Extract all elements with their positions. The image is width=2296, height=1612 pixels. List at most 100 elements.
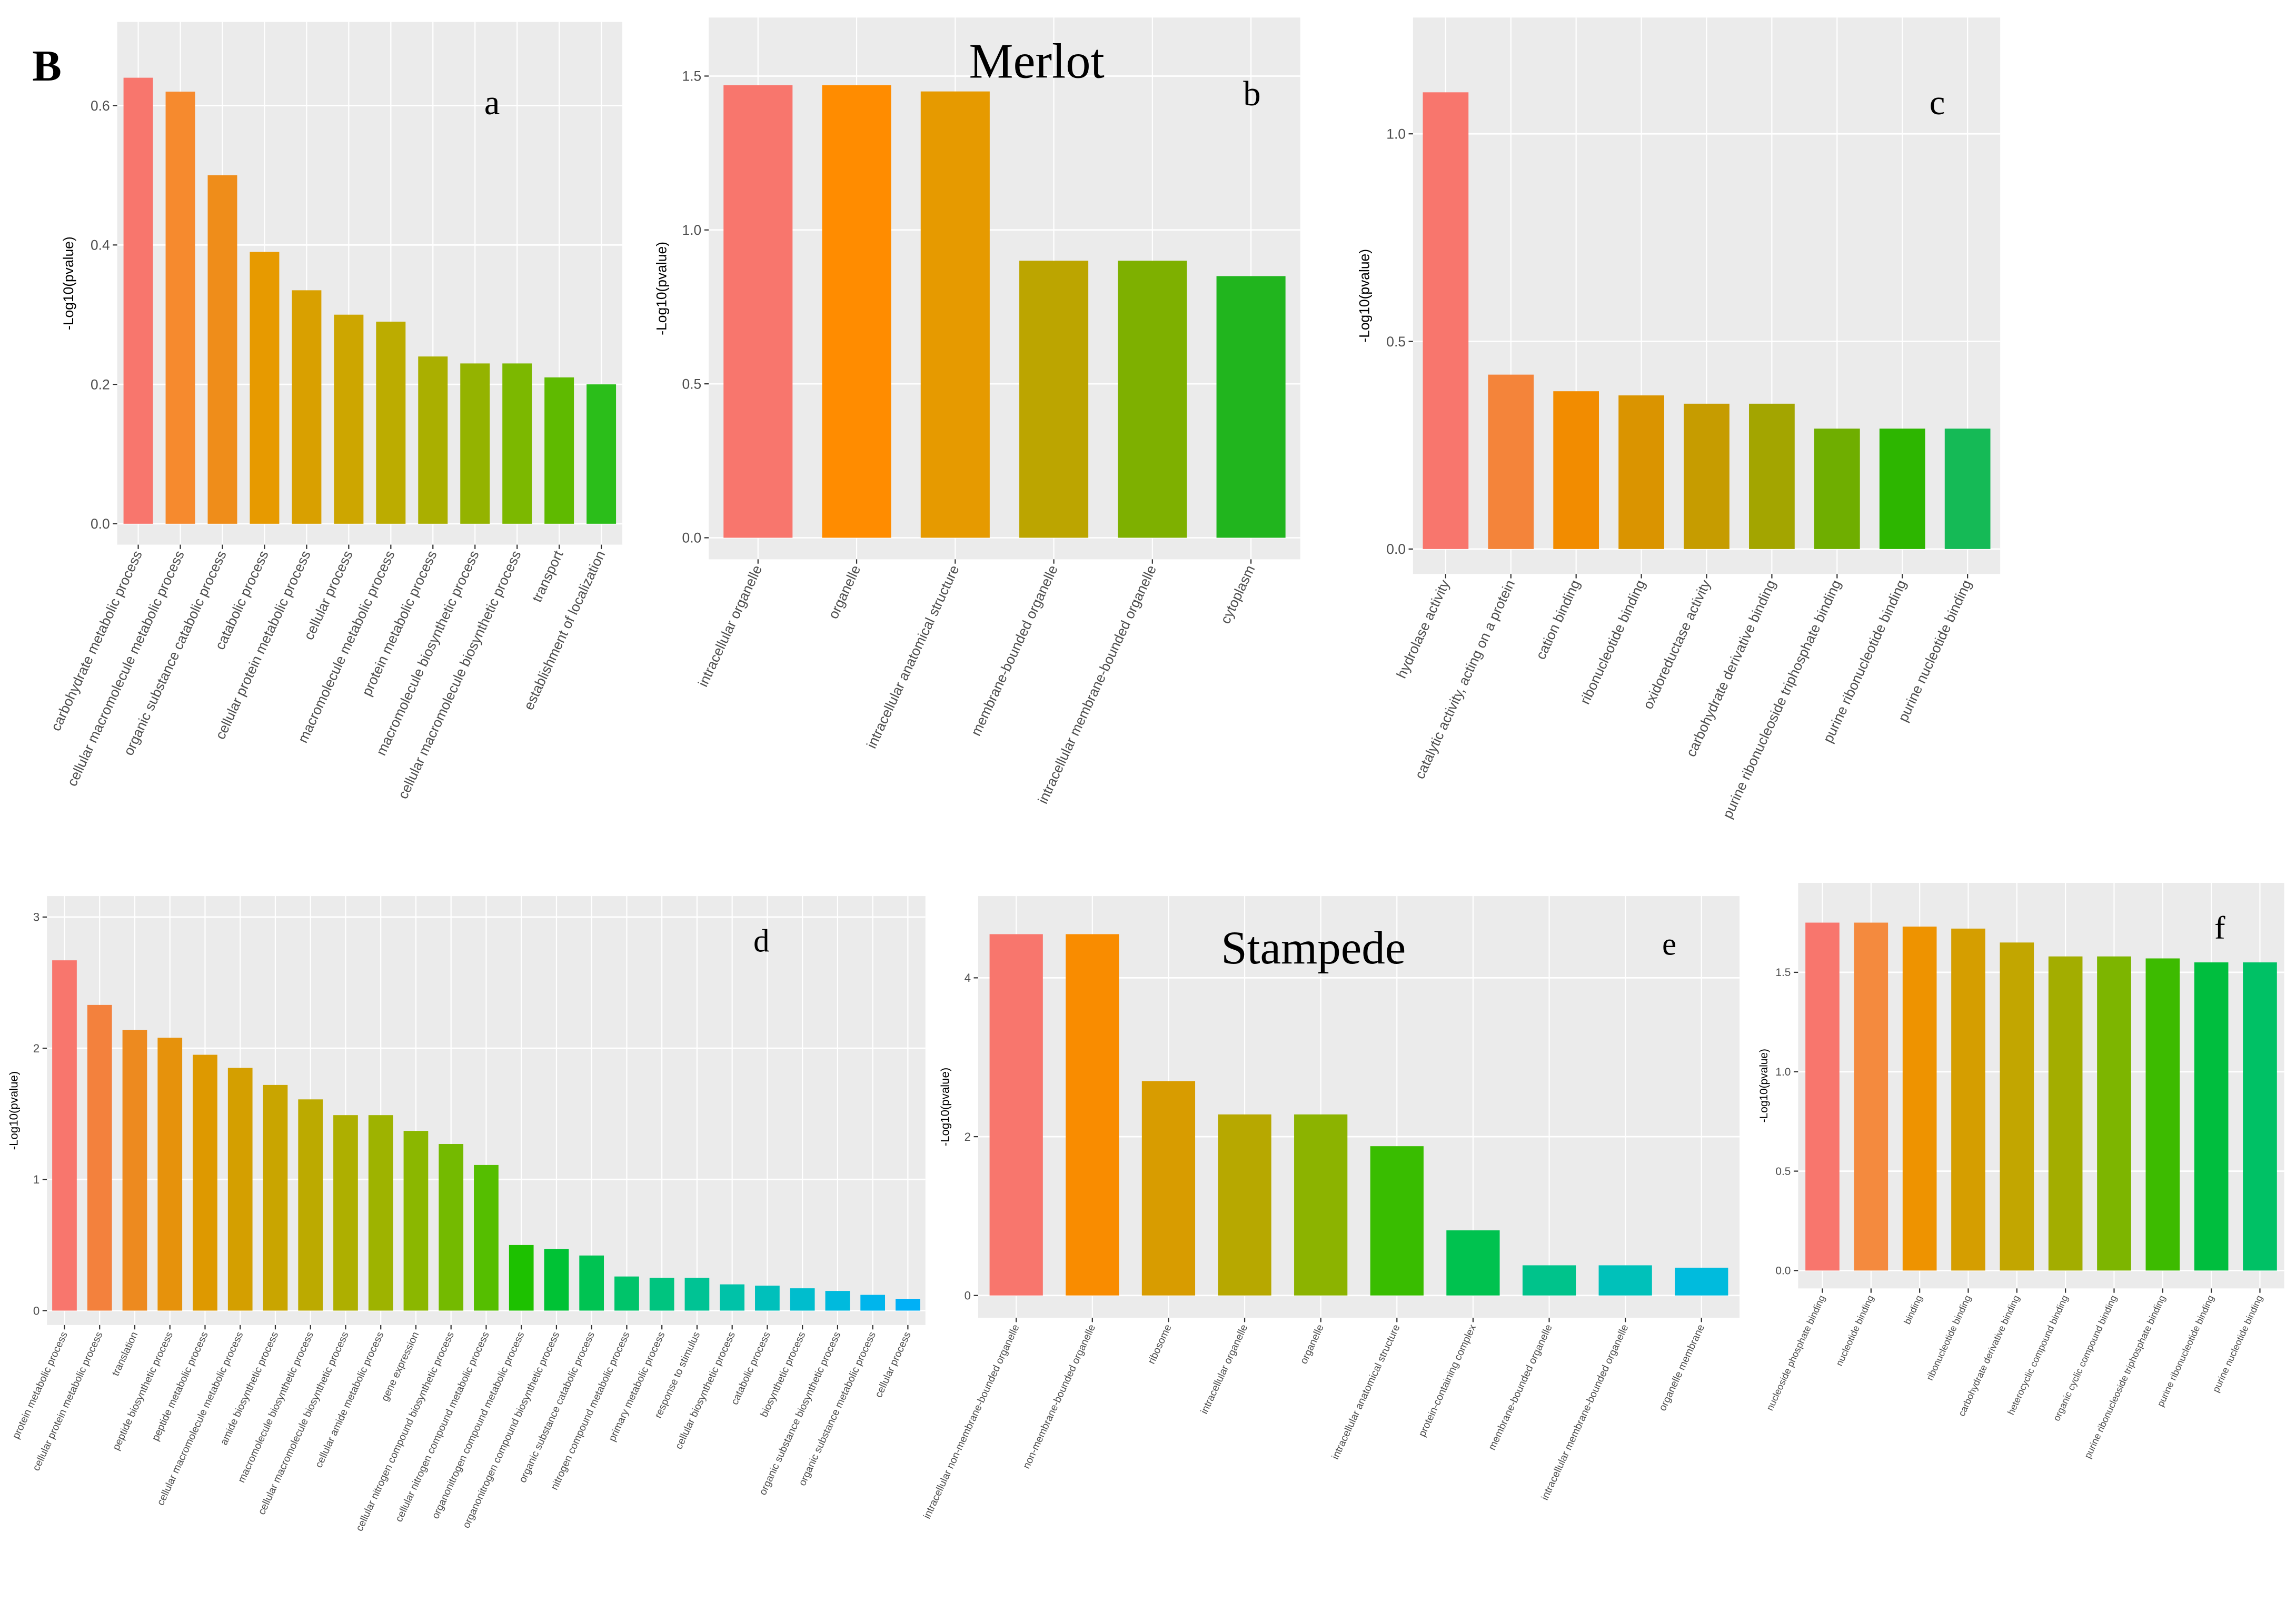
panel-letter: f — [2214, 910, 2225, 946]
bar — [1854, 922, 1889, 1271]
x-tick-label: cellular process — [873, 1330, 913, 1399]
chart-title: Stampede — [1221, 922, 1406, 974]
bar — [822, 85, 891, 538]
bar — [193, 1054, 217, 1311]
bar — [250, 252, 280, 524]
plot-background — [709, 17, 1300, 560]
x-tick-label: cellular protein metabolic process — [31, 1330, 105, 1472]
bar — [460, 363, 490, 524]
bar — [2097, 956, 2131, 1271]
bar — [1684, 403, 1730, 549]
x-tick-label: intracellular organelle — [1198, 1322, 1250, 1416]
y-axis-label: -Log10(pvalue) — [654, 242, 670, 335]
y-tick-label: 4 — [965, 971, 971, 984]
bar — [1218, 1114, 1271, 1296]
bar — [720, 1284, 745, 1311]
bar — [755, 1286, 780, 1311]
bar — [989, 934, 1043, 1296]
y-tick-label: 1.5 — [1775, 967, 1791, 979]
bar — [1675, 1267, 1728, 1296]
bar — [1423, 92, 1469, 549]
bar — [579, 1255, 604, 1311]
x-tick-label: organic substance metabolic process — [797, 1330, 878, 1488]
y-tick-label: 1.5 — [682, 68, 702, 84]
x-tick-label: intracellular non-membrane-bounded organ… — [921, 1322, 1022, 1520]
x-tick-label: cytoplasm — [1217, 563, 1258, 626]
x-tick-label: ribonucleotide binding — [1924, 1293, 1973, 1382]
bar — [376, 321, 406, 524]
bar — [439, 1144, 464, 1311]
y-tick-label: 0.6 — [91, 98, 110, 114]
x-tick-label: organelle — [825, 563, 863, 621]
bar — [1879, 429, 1925, 549]
y-tick-label: 0.5 — [682, 376, 702, 392]
panel-letter: d — [753, 923, 770, 959]
bar — [509, 1245, 534, 1311]
x-tick-label: intracellular anatomical structure — [1329, 1322, 1402, 1461]
x-tick-label: purine ribonucleotide binding — [2155, 1293, 2216, 1408]
bar — [227, 1068, 253, 1311]
x-tick-label: nucleotide binding — [1834, 1293, 1876, 1367]
x-tick-label: cellular amide metabolic process — [313, 1330, 386, 1469]
y-tick-label: 0.2 — [91, 376, 110, 392]
x-tick-label: non-membrane-bounded organelle — [1021, 1322, 1098, 1470]
bar — [1814, 429, 1860, 549]
bar — [403, 1131, 429, 1311]
y-tick-label: 1.0 — [682, 222, 702, 238]
bar — [122, 1030, 147, 1311]
bar — [334, 314, 364, 524]
x-tick-label: intracellular anatomical structure — [863, 563, 962, 751]
y-tick-label: 1.0 — [1386, 126, 1406, 142]
panel-letter: e — [1662, 926, 1676, 962]
bar — [1019, 261, 1089, 538]
bar — [1749, 403, 1795, 549]
bar — [52, 960, 77, 1311]
bar — [298, 1099, 323, 1311]
x-tick-label: intracellular organelle — [695, 563, 765, 689]
bar — [2145, 958, 2180, 1271]
bar — [1446, 1230, 1500, 1296]
bar — [368, 1115, 393, 1311]
y-tick-label: 0 — [33, 1304, 39, 1317]
panel-letter: c — [1930, 84, 1945, 122]
x-tick-label: cellular biosynthetic process — [673, 1330, 738, 1451]
y-axis-label: -Log10(pvalue) — [938, 1068, 951, 1147]
y-tick-label: 2 — [33, 1042, 39, 1055]
y-axis-label: -Log10(pvalue) — [7, 1071, 20, 1150]
y-tick-label: 0.5 — [1775, 1166, 1791, 1178]
bar — [614, 1276, 639, 1311]
x-tick-label: transport — [529, 548, 566, 605]
x-tick-label: ribosome — [1146, 1322, 1174, 1366]
bar — [292, 290, 322, 524]
y-tick-label: 0.4 — [91, 237, 110, 253]
bar — [2000, 942, 2034, 1271]
y-axis-label: -Log10(pvalue) — [1758, 1049, 1770, 1122]
panel-letter: b — [1243, 75, 1260, 113]
bar — [418, 356, 448, 524]
bar — [649, 1278, 674, 1311]
x-tick-label: catabolic process — [729, 1330, 773, 1407]
bar — [474, 1165, 499, 1311]
bar — [1370, 1146, 1424, 1296]
x-tick-label: membrane-bounded organelle — [968, 563, 1061, 738]
bar — [1066, 934, 1119, 1296]
bar — [87, 1004, 112, 1311]
bar — [263, 1084, 288, 1311]
bar — [1944, 429, 1991, 549]
bar — [333, 1115, 358, 1311]
bar — [2243, 962, 2277, 1271]
x-tick-label: protein-containing complex — [1416, 1322, 1478, 1438]
bar — [165, 92, 195, 524]
x-tick-label: translation — [110, 1330, 140, 1378]
y-tick-label: 1.0 — [1775, 1066, 1791, 1078]
x-tick-label: establishment of localization — [521, 548, 609, 712]
x-tick-label: binding — [1902, 1293, 1924, 1326]
x-tick-label: nucleoside phosphate binding — [1764, 1293, 1827, 1412]
figure-label: B — [32, 42, 62, 91]
y-axis-label: -Log10(pvalue) — [61, 236, 76, 330]
x-tick-label: hydrolase activity — [1393, 577, 1453, 681]
x-tick-label: purine ribonucleoside triphosphate bindi… — [1719, 578, 1844, 821]
bar — [684, 1278, 710, 1311]
x-tick-label: protein metabolic process — [359, 548, 440, 698]
